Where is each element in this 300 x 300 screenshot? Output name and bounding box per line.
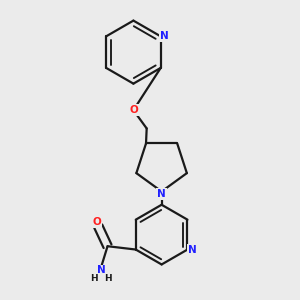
Text: N: N — [97, 266, 105, 275]
Text: O: O — [129, 105, 138, 115]
Text: O: O — [93, 217, 101, 227]
Text: N: N — [160, 31, 169, 41]
Text: N: N — [188, 244, 197, 254]
Text: H: H — [90, 274, 98, 283]
Text: H: H — [104, 274, 112, 283]
Text: N: N — [157, 189, 166, 199]
